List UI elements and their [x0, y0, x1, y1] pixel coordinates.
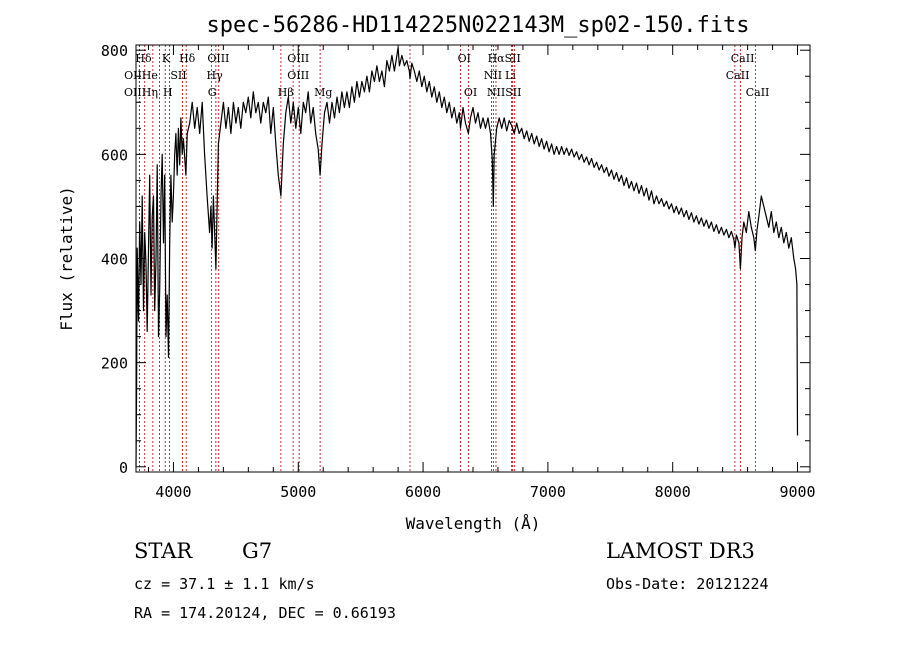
y-tick-label-800: 800 — [101, 42, 128, 60]
line-label-1-1: SII — [170, 69, 186, 82]
line-label-0-6: HαSII — [488, 52, 521, 65]
line-label-1-6: CaII — [726, 69, 750, 82]
line-label-1-2: Hγ — [207, 69, 224, 82]
line-label-2-3: Hβ — [278, 86, 294, 99]
line-label-2-4: Mg — [314, 86, 332, 99]
x-tick-label-4000: 4000 — [155, 483, 191, 501]
line-label-0-0: Hδ — [135, 52, 152, 65]
line-label-2-7: CaII — [746, 86, 770, 99]
line-label-0-7: CaII — [731, 52, 755, 65]
line-label-2-0: OIIHη — [124, 86, 158, 99]
spectrum-line — [135, 46, 799, 467]
line-label-1-0: OIIHe — [124, 69, 158, 82]
line-label-1-4: NII — [484, 69, 502, 82]
line-label-1-3: OIII — [287, 69, 309, 82]
line-label-2-6: NIISII — [487, 86, 522, 99]
line-label-2-5: OI — [464, 86, 477, 99]
y-axis-label: Flux (relative) — [57, 186, 76, 331]
line-label-2-2: G — [208, 86, 217, 99]
x-tick-label-8000: 8000 — [655, 483, 691, 501]
redshift-readout: cz = 37.1 ± 1.1 km/s — [134, 575, 315, 593]
survey-name: LAMOST DR3 — [606, 539, 755, 563]
y-tick-label-600: 600 — [101, 146, 128, 164]
line-label-0-1: K — [162, 52, 171, 65]
coordinates-readout: RA = 174.20124, DEC = 0.66193 — [134, 604, 396, 622]
x-tick-label-5000: 5000 — [280, 483, 316, 501]
chart-title: spec-56286-HD114225N022143M_sp02-150.fit… — [206, 13, 749, 38]
x-axis-label: Wavelength (Å) — [406, 514, 541, 533]
y-tick-label-200: 200 — [101, 355, 128, 373]
x-tick-label-6000: 6000 — [405, 483, 441, 501]
line-label-0-5: OI — [458, 52, 471, 65]
line-label-0-4: OIII — [287, 52, 309, 65]
line-label-2-1: H — [163, 86, 173, 99]
object-class: STAR — [134, 539, 193, 563]
y-tick-label-0: 0 — [119, 459, 128, 477]
x-tick-label-9000: 9000 — [779, 483, 815, 501]
x-tick-label-7000: 7000 — [530, 483, 566, 501]
line-label-1-5: Li — [505, 69, 516, 82]
object-subclass: G7 — [242, 539, 273, 563]
line-label-0-3: OIII — [207, 52, 229, 65]
observation-date: Obs-Date: 20121224 — [606, 575, 769, 593]
line-label-0-2: Hδ — [179, 52, 196, 65]
y-tick-label-400: 400 — [101, 251, 128, 269]
